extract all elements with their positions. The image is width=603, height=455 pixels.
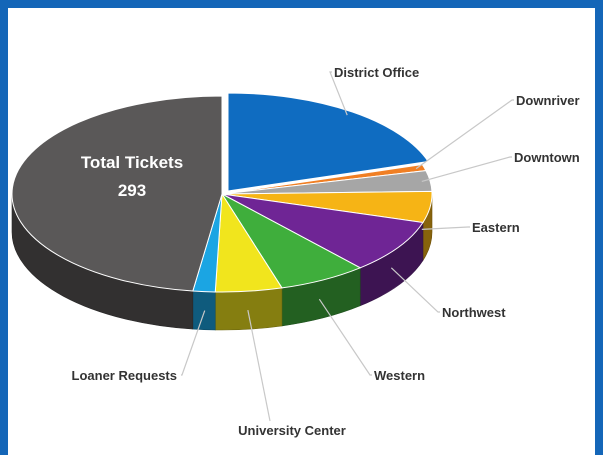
pie-slice-district-office xyxy=(227,92,430,192)
leader-line-loaner-requests xyxy=(181,310,206,376)
slice-label-district-office: District Office xyxy=(334,65,419,80)
leader-line-eastern xyxy=(421,226,470,230)
leader-line-northwest xyxy=(390,267,440,313)
pie-tops xyxy=(11,92,433,293)
slice-label-western: Western xyxy=(374,368,425,383)
pie-slice-northwest xyxy=(221,193,424,269)
leader-line-downriver xyxy=(415,99,514,170)
slice-label-northwest: Northwest xyxy=(442,305,506,320)
pie-side-loaner-requests xyxy=(192,290,216,331)
slice-label-downriver: Downriver xyxy=(516,93,580,108)
leader-line-university-center xyxy=(247,309,271,422)
slice-label-university-center: University Center xyxy=(238,423,346,438)
leader-lines xyxy=(181,71,514,422)
leader-line-western xyxy=(318,298,372,376)
slice-labels: District Office Downriver Downtown Eastern N… xyxy=(72,65,580,438)
total-tickets-label: Total Tickets xyxy=(81,153,183,172)
total-tickets-value: 293 xyxy=(118,181,146,200)
leader-line-downtown xyxy=(421,156,512,183)
slice-label-eastern: Eastern xyxy=(472,220,520,235)
slice-label-loaner-requests: Loaner Requests xyxy=(72,368,177,383)
pie-slice-remainder xyxy=(11,95,223,292)
leader-line-district-office xyxy=(329,71,348,116)
pie-side-university-center xyxy=(214,287,283,331)
pie-sides xyxy=(11,193,433,331)
slice-label-downtown: Downtown xyxy=(514,150,580,165)
